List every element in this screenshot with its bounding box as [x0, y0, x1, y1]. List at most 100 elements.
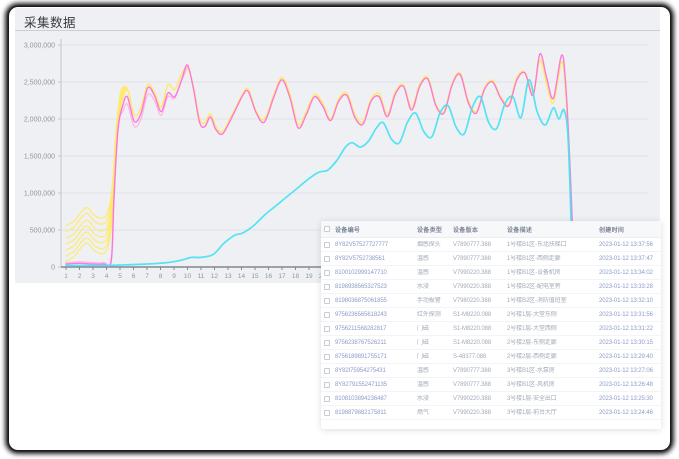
- cell-time: 2023-01-12 13:33:28: [599, 283, 653, 290]
- row-checkbox[interactable]: [324, 283, 330, 290]
- cell-type: 水浸: [417, 395, 429, 402]
- cell-id[interactable]: 8100102999147710: [335, 269, 387, 276]
- cell-id[interactable]: 8198036875061855: [335, 297, 387, 304]
- cell-id[interactable]: 8756189891755171: [335, 353, 387, 360]
- row-checkbox[interactable]: [324, 311, 330, 318]
- row-checkbox[interactable]: [324, 409, 330, 416]
- cell-id[interactable]: 9756238767526211: [335, 339, 387, 346]
- y-axis-label: 2,500,000: [24, 80, 55, 87]
- y-axis-label: 0: [51, 265, 55, 272]
- table-row[interactable]: 8Y82V5752738561 温感 V7890777.388 1号楼B1区-西侧走廊…: [321, 252, 661, 266]
- column-header-3: 设备描述: [507, 227, 533, 234]
- y-axis-label: 1,500,000: [24, 154, 55, 161]
- cell-time: 2023-01-12 13:30:15: [599, 339, 653, 346]
- table-row[interactable]: 8198036875061855 手动报警 V7980220.388 1号楼B2区-消…: [321, 294, 661, 308]
- cell-type: 温感: [417, 367, 429, 374]
- column-header-4: 创建时间: [599, 227, 625, 234]
- x-axis-label: 7: [145, 273, 149, 280]
- cell-type: 燃气: [417, 409, 429, 416]
- cell-ver: V7990220.388: [453, 395, 491, 402]
- series-pink-light: [65, 66, 189, 266]
- cell-ver: S1-M8220.088: [453, 311, 492, 318]
- cell-desc: 3号楼1层-安全出口: [507, 395, 557, 402]
- table-row[interactable]: 9756211568282817 门磁 S1-M8220.088 2号楼1层-大堂西侧…: [321, 322, 661, 336]
- table-row[interactable]: 8198879882175811 燃气 V7990220.388 3号楼1层-前台大厅…: [321, 406, 661, 420]
- x-axis-label: 10: [184, 273, 192, 280]
- cell-id[interactable]: 8Y82I75954275431: [335, 367, 386, 374]
- y-axis-label: 500,000: [30, 228, 55, 235]
- row-checkbox[interactable]: [324, 241, 330, 248]
- cell-time: 2023-01-12 13:37:56: [599, 241, 653, 248]
- row-checkbox[interactable]: [324, 297, 330, 304]
- x-axis-label: 12: [211, 273, 219, 280]
- cell-type: 红外探测: [417, 311, 441, 318]
- cell-desc: 2号楼2层-西侧走廊: [507, 353, 557, 360]
- cell-id[interactable]: 8198879882175811: [335, 409, 387, 416]
- table-row[interactable]: 8Y82I75954275431 温感 V7890777.388 3号楼B1区-水泵房…: [321, 364, 661, 378]
- cell-desc: 2号楼1层-大堂西侧: [507, 325, 557, 332]
- cell-desc: 2号楼2层-东侧走廊: [507, 339, 557, 346]
- x-axis-label: 4: [105, 273, 109, 280]
- cell-time: 2023-01-12 13:26:48: [599, 381, 653, 388]
- x-axis-label: 9: [172, 273, 176, 280]
- series-magenta-line: [65, 53, 575, 268]
- x-axis-label: 11: [198, 273, 205, 280]
- cell-time: 2023-01-12 13:31:56: [599, 311, 653, 318]
- cell-time: 2023-01-12 13:29:40: [599, 353, 653, 360]
- cell-id[interactable]: 9756236565618243: [335, 311, 387, 318]
- x-axis-label: 17: [278, 273, 286, 280]
- y-axis-label: 2,000,000: [24, 117, 55, 124]
- cell-type: 温感: [417, 255, 429, 262]
- table-row[interactable]: 9756238767526211 门磁 S1-M8220.088 2号楼2层-东侧走廊…: [321, 336, 661, 350]
- table-row[interactable]: 8756189891755171 门磁 S-48377.088 2号楼2层-西侧走廊 2…: [321, 350, 661, 364]
- y-axis-label: 1,000,000: [24, 191, 55, 198]
- row-checkbox[interactable]: [324, 395, 330, 402]
- table-row[interactable]: 9756236565618243 红外探测 S1-M8220.088 2号楼1层-大堂…: [321, 308, 661, 322]
- cell-ver: V7990220.388: [453, 269, 491, 276]
- row-checkbox[interactable]: [324, 367, 330, 374]
- column-header-2: 设备版本: [453, 227, 479, 234]
- row-checkbox[interactable]: [324, 255, 330, 262]
- table-body: 8Y82V57527727777 烟感探头 V7890777.388 1号楼B1区-东…: [321, 238, 661, 420]
- cell-ver: S-48377.088: [453, 353, 487, 360]
- cell-id[interactable]: 8Y82V57527727777: [335, 241, 389, 248]
- cell-time: 2023-01-12 13:27:06: [599, 367, 653, 374]
- y-axis-label: 3,000,000: [24, 43, 55, 50]
- x-axis-label: 18: [292, 273, 300, 280]
- table-row[interactable]: 8100102999147710 温感 V7990220.388 1号楼B1区-设备机…: [321, 266, 661, 280]
- table-header-row: 设备编号 设备类型 设备版本 设备描述 创建时间: [321, 221, 661, 238]
- cell-id[interactable]: 8198938565327523: [335, 283, 387, 290]
- row-checkbox[interactable]: [324, 226, 330, 232]
- row-checkbox[interactable]: [324, 381, 330, 388]
- row-checkbox[interactable]: [324, 353, 330, 360]
- row-checkbox[interactable]: [324, 339, 330, 346]
- cell-ver: V7890777.388: [453, 367, 491, 374]
- cell-id[interactable]: 9756211568282817: [335, 325, 387, 332]
- row-checkbox[interactable]: [324, 325, 330, 332]
- cell-time: 2023-01-12 13:34:02: [599, 269, 653, 276]
- x-axis-label: 1: [64, 273, 68, 280]
- table-row[interactable]: 8Y82V57527727777 烟感探头 V7890777.388 1号楼B1区-东…: [321, 238, 661, 252]
- chart-title: 采集数据: [24, 16, 77, 30]
- cell-desc: 3号楼1层-前台大厅: [507, 409, 557, 416]
- table-row[interactable]: 8198938565327523 水浸 V7990220.388 1号楼B2区-配电室…: [321, 280, 661, 294]
- series-cyan-line: [65, 78, 574, 267]
- main-window: 采集数据 0 500,000 1,000,000 1,500,000 2,000,000…: [9, 7, 670, 450]
- table-row[interactable]: 8Y82791552471135 温感 V7890777.388 3号楼B1区-风机房…: [321, 378, 661, 392]
- cell-type: 水浸: [417, 283, 429, 290]
- cell-ver: V7990220.388: [453, 409, 491, 416]
- cell-id[interactable]: 8Y82791552471135: [335, 381, 388, 388]
- x-axis-label: 16: [265, 273, 273, 280]
- cell-id[interactable]: 8Y82V5752738561: [335, 255, 385, 262]
- cell-type: 烟感探头: [417, 241, 441, 248]
- cell-ver: V7990220.388: [453, 283, 491, 290]
- cell-desc: 1号楼B2区-消防值班室: [507, 297, 567, 304]
- row-checkbox[interactable]: [324, 269, 330, 276]
- cell-id[interactable]: 8108103894236487: [335, 395, 387, 402]
- cell-type: 门磁: [417, 339, 429, 346]
- table-row[interactable]: 8108103894236487 水浸 V7990220.388 3号楼1层-安全出口…: [321, 392, 661, 406]
- cell-ver: V7980220.388: [453, 297, 491, 304]
- cell-time: 2023-01-12 13:37:47: [599, 255, 653, 262]
- x-axis-label: 6: [132, 273, 136, 280]
